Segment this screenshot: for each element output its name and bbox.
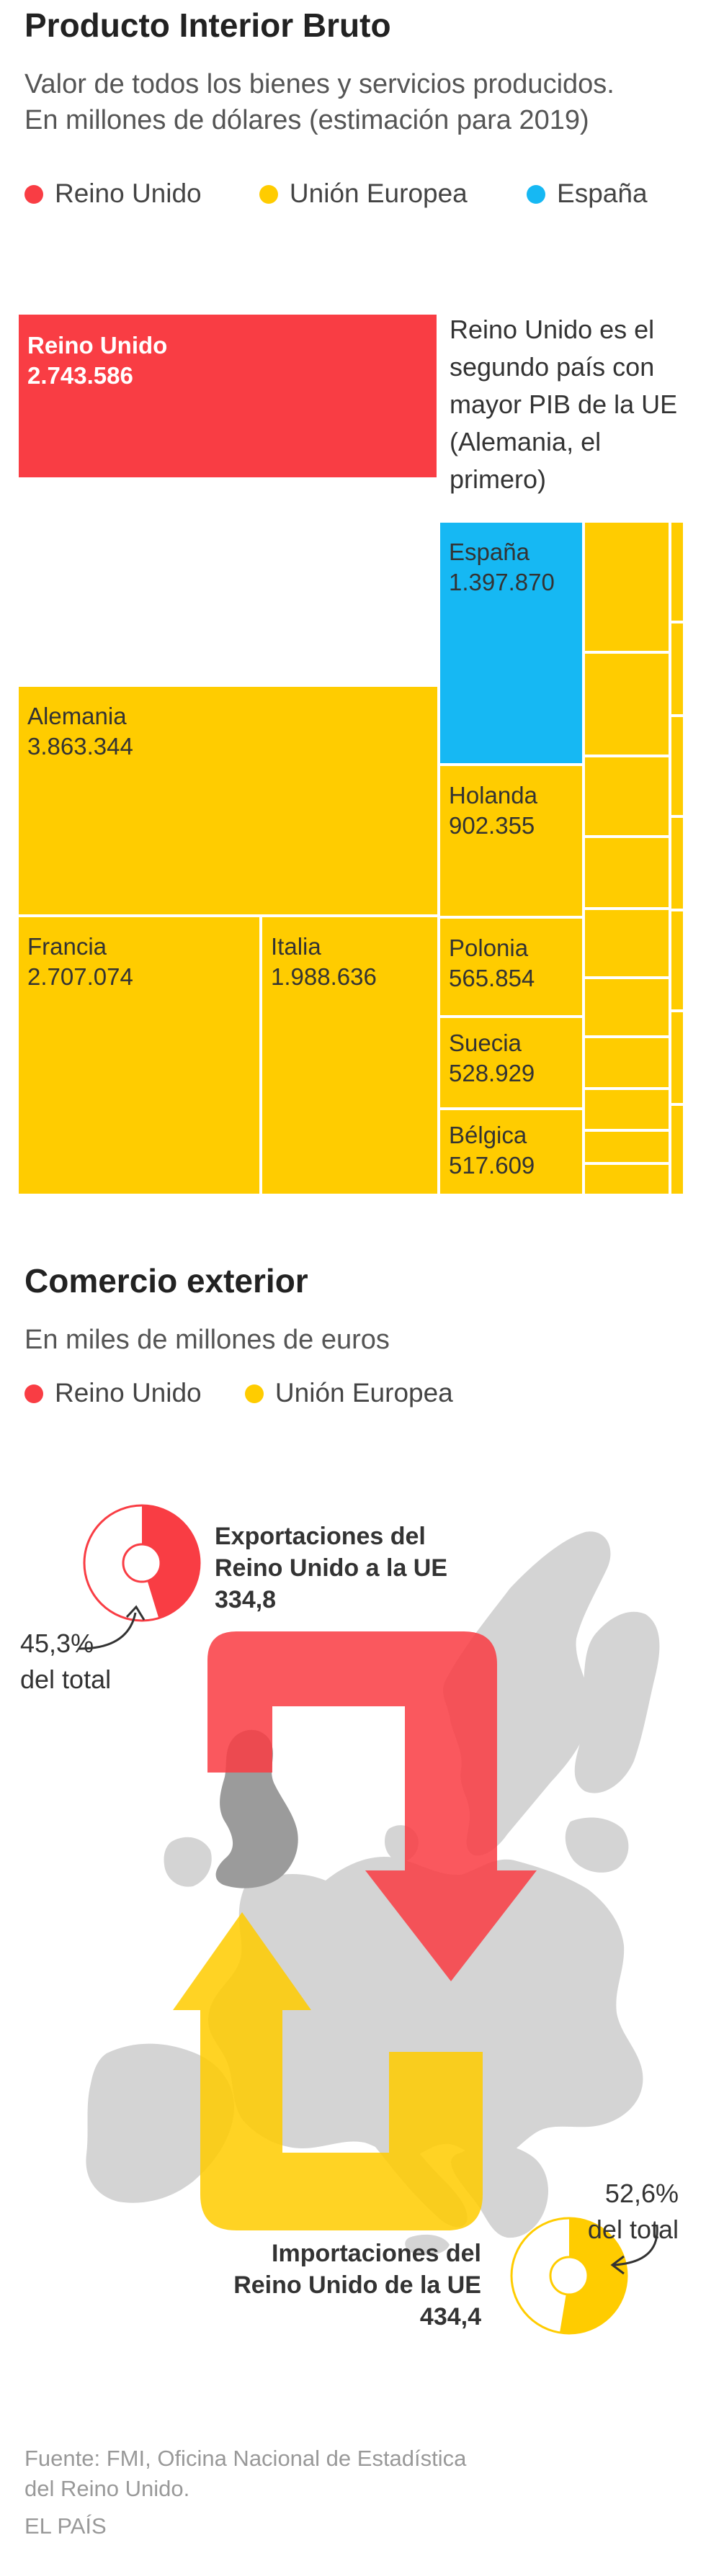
export-title-line-1: Exportaciones del — [215, 1523, 426, 1550]
treemap-value-espana: 1.397.870 — [449, 569, 555, 595]
export-arrow — [207, 1631, 537, 1981]
treemap-label-reino-unido: Reino Unido — [27, 332, 168, 359]
treemap-label-espana: España — [449, 539, 530, 565]
export-donut-hole — [122, 1543, 162, 1583]
uk-note-line-1: Reino Unido es el — [450, 315, 655, 344]
export-share: 45,3% del total — [20, 1626, 111, 1698]
legend-dot-reino-unido — [24, 185, 43, 204]
import-title-line-1: Importaciones del — [272, 2240, 481, 2267]
treemap-cell-small — [670, 816, 684, 910]
treemap-cell-small — [670, 521, 684, 622]
export-title-line-2: Reino Unido a la UE — [215, 1554, 448, 1582]
treemap-cell-polonia: Polonia 565.854 — [439, 917, 584, 1017]
treemap-cell-espana: España 1.397.870 — [439, 521, 584, 765]
legend-item-espana: España — [527, 179, 648, 209]
subtitle-line-2: En millones de dólares (estimación para … — [24, 105, 589, 135]
section1-legend: Reino Unido Unión Europea España — [24, 179, 648, 209]
treemap-value-reino-unido: 2.743.586 — [27, 362, 133, 389]
uk-note-line-5: primero) — [450, 464, 547, 494]
treemap-cell-small — [584, 1089, 670, 1130]
treemap-label-suecia: Suecia — [449, 1030, 522, 1056]
treemap-cell-suecia: Suecia 528.929 — [439, 1017, 584, 1109]
treemap-cell-small — [584, 652, 670, 756]
export-callout-arrow — [79, 1612, 137, 1650]
export-callout-arrowhead — [125, 1605, 146, 1621]
treemap-cell-small — [670, 1011, 684, 1104]
legend-dot-union-europea — [259, 185, 278, 204]
export-value: 334,8 — [215, 1586, 277, 1613]
legend-dot-reino-unido — [24, 1384, 43, 1403]
treemap-cell-small — [584, 1130, 670, 1163]
uk-note-line-4: (Alemania, el — [450, 427, 602, 456]
treemap-label-alemania: Alemania — [27, 703, 127, 729]
treemap-cell-alemania: Alemania 3.863.344 — [17, 685, 439, 916]
import-share: 52,6% del total — [588, 2176, 679, 2248]
treemap-label-francia: Francia — [27, 933, 107, 960]
import-value: 434,4 — [419, 2303, 481, 2330]
export-title: Exportaciones del Reino Unido a la UE 33… — [215, 1521, 447, 1616]
export-share-suffix: del total — [20, 1665, 112, 1694]
import-callout-arrow — [613, 2225, 658, 2266]
legend-dot-espana — [527, 185, 546, 204]
export-donut-slice — [142, 1505, 200, 1618]
treemap-cell-small — [670, 622, 684, 716]
uk-note-line-2: segundo país con — [450, 352, 655, 382]
treemap-cell-small — [584, 1163, 670, 1195]
treemap-cell-small — [584, 909, 670, 978]
import-callout-arrowhead — [610, 2255, 625, 2275]
treemap-value-suecia: 528.929 — [449, 1060, 535, 1086]
legend-item-union-europea: Unión Europea — [259, 179, 468, 209]
section2-subtitle: En miles de millones de euros — [24, 1325, 390, 1355]
import-donut — [510, 2217, 628, 2335]
section1-title: Producto Interior Bruto — [24, 6, 391, 44]
import-donut-slice — [560, 2217, 627, 2333]
treemap-label-polonia: Polonia — [449, 935, 529, 961]
treemap-value-alemania: 3.863.344 — [27, 733, 133, 760]
treemap-cell-small — [670, 910, 684, 1011]
section1-subtitle: Valor de todos los bienes y servicios pr… — [24, 66, 615, 138]
treemap-cell-reino-unido: Reino Unido 2.743.586 — [17, 313, 438, 479]
section2-title: Comercio exterior — [24, 1262, 308, 1300]
footer-brand: EL PAÍS — [24, 2513, 107, 2539]
treemap-value-polonia: 565.854 — [449, 965, 535, 991]
section2-legend: Reino Unido Unión Europea — [24, 1378, 453, 1408]
uk-note: Reino Unido es el segundo país con mayor… — [450, 311, 677, 498]
treemap-label-italia: Italia — [271, 933, 321, 960]
import-share-suffix: del total — [587, 2215, 679, 2244]
legend-item-reino-unido: Reino Unido — [24, 179, 202, 209]
treemap-label-belgica: Bélgica — [449, 1122, 527, 1148]
import-arrow — [173, 1912, 483, 2230]
treemap-value-belgica: 517.609 — [449, 1152, 535, 1179]
import-title: Importaciones del Reino Unido de la UE 4… — [233, 2238, 481, 2333]
treemap-cell-small — [584, 1037, 670, 1089]
legend-item-reino-unido: Reino Unido — [24, 1378, 202, 1408]
subtitle-line-1: Valor de todos los bienes y servicios pr… — [24, 69, 615, 99]
legend-dot-union-europea — [244, 1384, 264, 1403]
treemap-cell-holanda: Holanda 902.355 — [439, 765, 584, 917]
treemap-cell-small — [584, 521, 670, 652]
legend-item-union-europea: Unión Europea — [244, 1378, 453, 1408]
treemap-cell-small — [584, 756, 670, 837]
treemap-cell-small — [584, 837, 670, 909]
footer-source-line-1: Fuente: FMI, Oficina Nacional de Estadís… — [24, 2446, 467, 2471]
treemap-cell-small — [670, 1104, 684, 1195]
uk-note-line-3: mayor PIB de la UE — [450, 389, 678, 419]
import-donut-hole — [549, 2256, 589, 2296]
treemap-value-francia: 2.707.074 — [27, 963, 133, 990]
treemap-value-holanda: 902.355 — [449, 812, 535, 839]
treemap-cell-francia: Francia 2.707.074 — [17, 916, 261, 1195]
treemap-cell-italia: Italia 1.988.636 — [261, 916, 439, 1195]
import-share-pct: 52,6% — [604, 2179, 679, 2208]
footer-source: Fuente: FMI, Oficina Nacional de Estadís… — [24, 2444, 466, 2504]
treemap-cell-belgica: Bélgica 517.609 — [439, 1109, 584, 1195]
treemap-label-holanda: Holanda — [449, 782, 537, 809]
treemap-value-italia: 1.988.636 — [271, 963, 377, 990]
import-title-line-2: Reino Unido de la UE — [233, 2271, 481, 2299]
export-donut — [83, 1504, 201, 1622]
footer-source-line-2: del Reino Unido. — [24, 2476, 190, 2501]
treemap-cell-small — [670, 716, 684, 816]
treemap-cell-small — [584, 978, 670, 1037]
export-share-pct: 45,3% — [20, 1629, 94, 1658]
